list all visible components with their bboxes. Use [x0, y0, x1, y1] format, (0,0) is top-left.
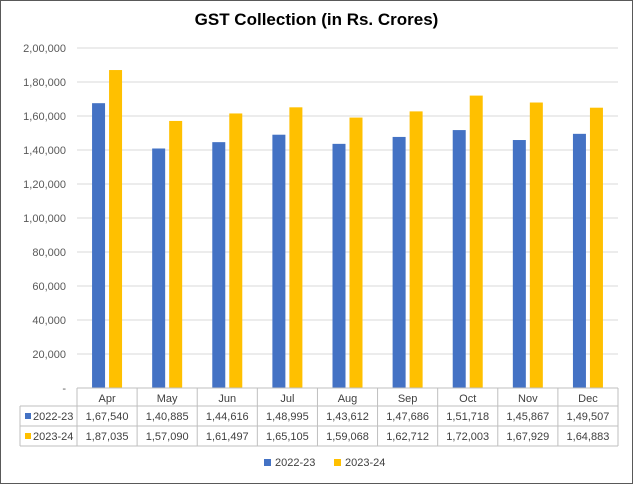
y-axis-ticks: - 20,000 40,000 60,000 80,000 1,00,000 1,20,00…: [23, 43, 66, 395]
data-label: 1,45,867: [506, 411, 549, 423]
data-label: 1,87,035: [86, 431, 129, 443]
y-tick-label: 20,000: [32, 349, 66, 361]
table-series-name: 2023-24: [33, 431, 73, 443]
y-tick-label: 1,80,000: [23, 77, 66, 89]
table-series-name: 2022-23: [33, 411, 73, 423]
y-tick-label: 1,60,000: [23, 111, 66, 123]
category-label: Dec: [578, 393, 598, 405]
legend-label: 2023-24: [345, 457, 385, 469]
data-label: 1,64,883: [567, 431, 610, 443]
category-label: Apr: [98, 393, 115, 405]
category-label: Jul: [280, 393, 294, 405]
bar: [409, 111, 423, 389]
data-label: 1,43,612: [326, 411, 369, 423]
category-label: Jun: [218, 393, 236, 405]
bar: [589, 107, 603, 388]
data-label: 1,61,497: [206, 431, 249, 443]
data-label: 1,72,003: [446, 431, 489, 443]
y-tick-label: 2,00,000: [23, 43, 66, 55]
bar: [109, 70, 123, 388]
bar: [452, 130, 466, 388]
y-tick-label: 1,40,000: [23, 145, 66, 157]
y-tick-label: -: [62, 383, 66, 395]
legend: 2022-23 2023-24: [264, 457, 385, 469]
bar: [332, 143, 346, 388]
y-tick-label: 60,000: [32, 281, 66, 293]
data-label: 1,49,507: [567, 411, 610, 423]
bar: [92, 103, 106, 388]
data-label: 1,47,686: [386, 411, 429, 423]
data-label: 1,44,616: [206, 411, 249, 423]
data-label: 1,67,540: [86, 411, 129, 423]
table-legend-key: [25, 413, 31, 419]
y-tick-label: 1,00,000: [23, 213, 66, 225]
legend-key: [264, 459, 271, 466]
bar: [289, 107, 303, 388]
bar: [392, 136, 406, 388]
grid-lines: [77, 47, 618, 355]
data-table: Apr May Jun Jul Aug Sep Oct Nov Dec 2022-23 1,67,5…: [19, 387, 619, 447]
data-label: 1,51,718: [446, 411, 489, 423]
data-label: 1,62,712: [386, 431, 429, 443]
bar: [349, 117, 363, 388]
bar: [152, 148, 166, 388]
data-label: 1,59,068: [326, 431, 369, 443]
bar: [229, 113, 243, 388]
bar: [512, 140, 526, 388]
data-label: 1,65,105: [266, 431, 309, 443]
category-label: May: [157, 393, 178, 405]
category-label: Oct: [459, 393, 476, 405]
chart-title: GST Collection (in Rs. Crores): [194, 10, 439, 29]
category-label: Nov: [518, 393, 538, 405]
bar: [469, 95, 483, 388]
category-label: Sep: [398, 393, 418, 405]
legend-key: [334, 459, 341, 466]
category-label: Aug: [338, 393, 358, 405]
bar: [572, 133, 586, 388]
bars: [92, 70, 603, 389]
bar: [529, 102, 543, 389]
legend-label: 2022-23: [275, 457, 315, 469]
data-label: 1,57,090: [146, 431, 189, 443]
y-tick-label: 40,000: [32, 315, 66, 327]
data-label: 1,67,929: [506, 431, 549, 443]
bar: [212, 142, 226, 388]
data-label: 1,48,995: [266, 411, 309, 423]
table-legend-key: [25, 433, 31, 439]
bar: [169, 120, 183, 389]
data-label: 1,40,885: [146, 411, 189, 423]
y-tick-label: 80,000: [32, 247, 66, 259]
bar: [272, 134, 286, 388]
y-tick-label: 1,20,000: [23, 179, 66, 191]
